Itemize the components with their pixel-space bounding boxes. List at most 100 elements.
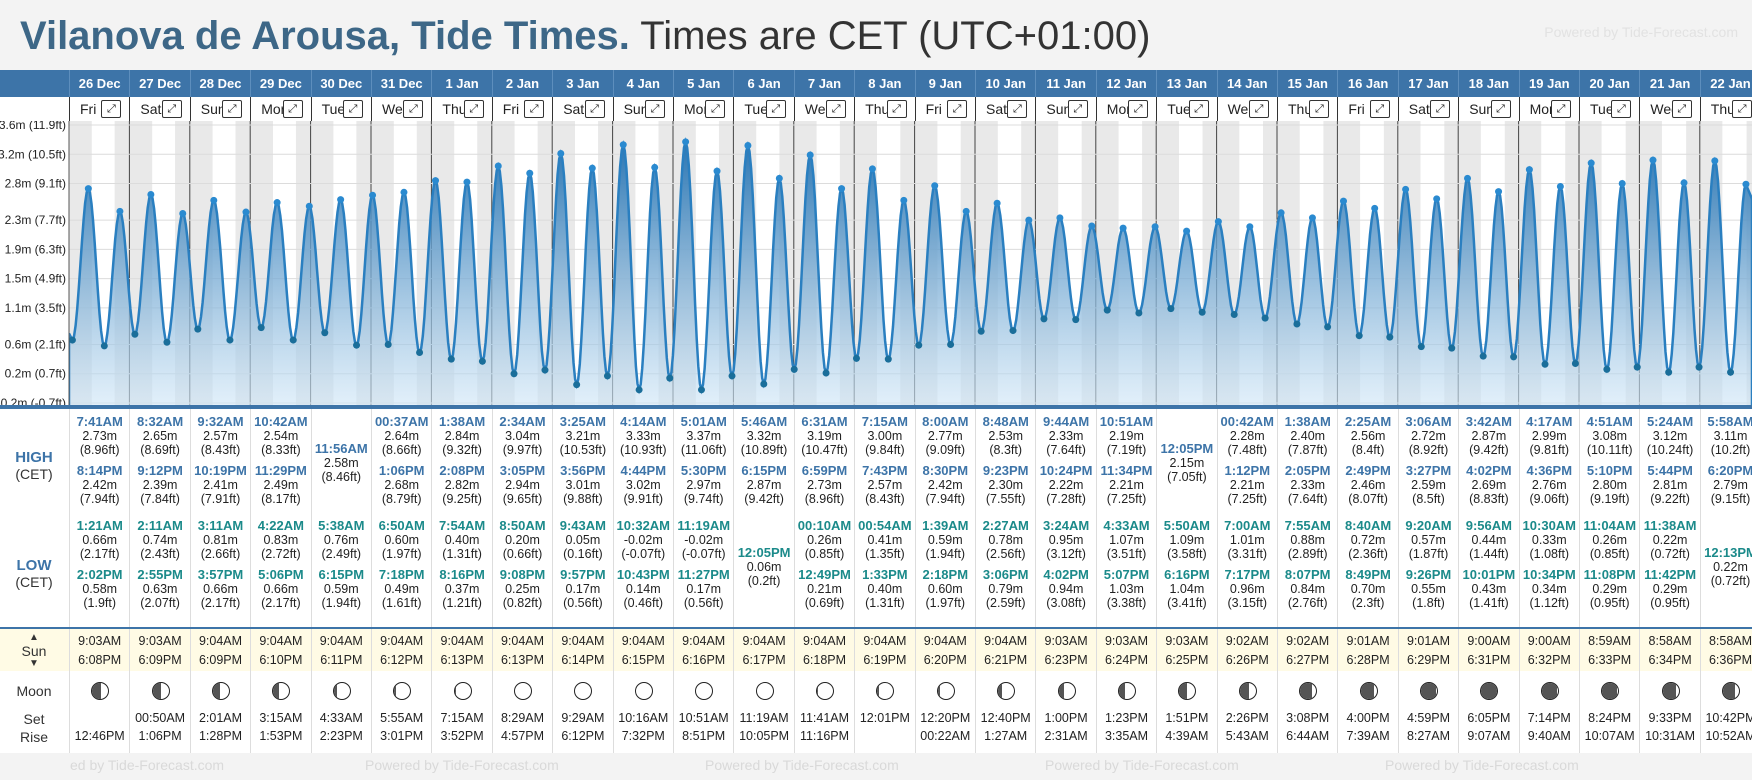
sunset-time: 6:18PM (802, 653, 847, 667)
day-column: 10:42AM 2.54m (8.33ft) 11:29PM 2.49m (8.17ft)… (250, 409, 310, 629)
low-tide-feet: (3.51ft) (1106, 547, 1147, 561)
high-tide-time: 5:30PM (680, 463, 727, 478)
expand-icon[interactable]: ⤢ (705, 100, 726, 118)
low-tide-entry: 8:16PM 0.37m (1.21ft) (432, 568, 491, 611)
high-tide-entry: 5:30PM 2.97m (9.74ft) (674, 463, 733, 507)
high-tide-time: 8:30PM (922, 463, 969, 478)
high-tide-point (1056, 214, 1064, 222)
expand-icon[interactable]: ⤢ (222, 100, 243, 118)
high-tide-entry: 12:05PM 2.15m (7.05ft) (1157, 442, 1216, 485)
high-tide-time: 7:41AM (76, 414, 123, 429)
weekday-cell: Thu ⤢ (854, 97, 914, 121)
expand-icon[interactable]: ⤢ (101, 100, 122, 118)
low-tide-time: 12:05PM (737, 545, 791, 560)
expand-icon[interactable]: ⤢ (1550, 100, 1571, 118)
moonrise-time: 11:16PM (799, 729, 850, 743)
low-tide-point (1571, 359, 1579, 367)
low-tide-time: 9:08PM (499, 567, 546, 582)
high-tide-entry: 9:12PM 2.39m (7.84ft) (130, 464, 189, 507)
low-tide-entry: 7:54AM 0.40m (1.31ft) (432, 519, 491, 562)
sunset-time: 6:34PM (1648, 653, 1692, 667)
expand-icon[interactable]: ⤢ (1188, 100, 1209, 118)
expand-icon[interactable]: ⤢ (584, 100, 605, 118)
expand-icon[interactable]: ⤢ (765, 100, 786, 118)
low-tide-meters: 0.26m (1592, 533, 1628, 547)
low-tide-feet: (1.12ft) (1529, 596, 1570, 610)
high-tide-meters: 2.28m (1229, 429, 1265, 443)
low-tide-meters: -0.02m (684, 533, 724, 547)
high-tide-feet: (8.96ft) (804, 492, 845, 506)
low-tide-feet: (0.2ft) (747, 574, 781, 588)
expand-icon[interactable]: ⤢ (524, 100, 545, 118)
expand-icon[interactable]: ⤢ (463, 100, 484, 118)
high-tide-point (1339, 197, 1347, 205)
date-header: 4 Jan (612, 70, 673, 97)
high-tide-point (962, 207, 970, 215)
low-tide-meters: 0.96m (1229, 582, 1265, 596)
high-tide-point (463, 178, 471, 186)
low-tide-point (977, 327, 985, 335)
moon-column: 10:16AM 7:32PM (612, 671, 673, 753)
high-tide-entry: 6:31AM 3.19m (10.47ft) (795, 415, 854, 458)
expand-icon[interactable]: ⤢ (1490, 100, 1511, 118)
low-tide-meters: 0.22m (1713, 560, 1748, 574)
expand-icon[interactable]: ⤢ (1430, 100, 1451, 118)
expand-icon[interactable]: ⤢ (1611, 100, 1632, 118)
high-tide-time: 4:14AM (620, 414, 667, 429)
expand-icon[interactable]: ⤢ (1671, 100, 1692, 118)
high-tide-point (400, 188, 408, 196)
moonset-time: 12:01PM (859, 711, 910, 725)
high-tide-entry: 2:34AM 3.04m (9.97ft) (493, 415, 552, 458)
high-tide-meters: 2.41m (203, 478, 238, 492)
day-column: 1:38AM 2.40m (7.87ft) 2:05PM 2.33m (7.64ft) 7:… (1277, 409, 1337, 629)
expand-icon[interactable]: ⤢ (1067, 100, 1088, 118)
high-tide-feet: (7.87ft) (1287, 443, 1328, 457)
moon-shadow (937, 683, 941, 699)
expand-icon[interactable]: ⤢ (282, 100, 303, 118)
low-tide-meters: 0.60m (927, 582, 963, 596)
low-tide-point (603, 372, 611, 380)
high-tide-entry: 3:05PM 2.94m (9.65ft) (493, 464, 552, 507)
low-tide-entry: 4:33AM 1.07m (3.51ft) (1097, 519, 1156, 562)
high-tide-meters: 2.33m (1048, 429, 1084, 443)
expand-icon[interactable]: ⤢ (826, 100, 847, 118)
high-tide-point (1433, 195, 1441, 203)
moonset-time: 4:59PM (1406, 711, 1451, 725)
high-tide-time: 6:59PM (801, 463, 848, 478)
high-tide-time: 4:44PM (620, 463, 667, 478)
expand-icon[interactable]: ⤢ (342, 100, 363, 118)
weekday-label: Tue (1167, 101, 1191, 117)
expand-icon[interactable]: ⤢ (946, 100, 967, 118)
high-tide-time: 5:01AM (680, 414, 727, 429)
high-tide-point (806, 151, 814, 159)
expand-icon[interactable]: ⤢ (1128, 100, 1149, 118)
sun-column: 9:04AM 6:15PM (612, 629, 673, 673)
moon-column: 4:00PM 7:39AM (1337, 671, 1397, 753)
low-tide-entry: 9:43AM 0.05m (0.16ft) (553, 519, 612, 562)
high-tide-feet: (9.42ft) (744, 492, 784, 506)
expand-icon[interactable]: ⤢ (886, 100, 907, 118)
expand-icon[interactable]: ⤢ (161, 100, 182, 118)
expand-icon[interactable]: ⤢ (1369, 100, 1390, 118)
date-header: 30 Dec (310, 70, 371, 97)
high-tide-point (1649, 156, 1657, 164)
expand-icon[interactable]: ⤢ (1309, 100, 1330, 118)
date-header: 17 Jan (1397, 70, 1458, 97)
low-tide-feet: (3.41ft) (1167, 596, 1207, 610)
date-header: 29 Dec (250, 70, 310, 97)
low-tide-feet: (3.08ft) (1046, 596, 1086, 610)
low-tide-point (353, 341, 361, 349)
low-tide-time: 2:02PM (76, 567, 123, 582)
expand-icon[interactable]: ⤢ (403, 100, 424, 118)
high-tide-entry: 10:19PM 2.41m (7.91ft) (191, 464, 250, 507)
expand-icon[interactable]: ⤢ (1732, 100, 1752, 118)
low-tide-meters: 0.22m (1652, 533, 1688, 547)
moonrise-time: 2:31AM (1044, 729, 1088, 743)
expand-icon[interactable]: ⤢ (644, 100, 665, 118)
low-tide-entry: 8:49PM 0.70m (2.3ft) (1338, 568, 1397, 611)
expand-icon[interactable]: ⤢ (1007, 100, 1028, 118)
expand-icon[interactable]: ⤢ (1248, 100, 1269, 118)
low-tide-feet: (1.97ft) (925, 596, 966, 610)
low-tide-feet: (2.07ft) (140, 596, 180, 610)
sun-column: 9:04AM 6:13PM (491, 629, 552, 673)
